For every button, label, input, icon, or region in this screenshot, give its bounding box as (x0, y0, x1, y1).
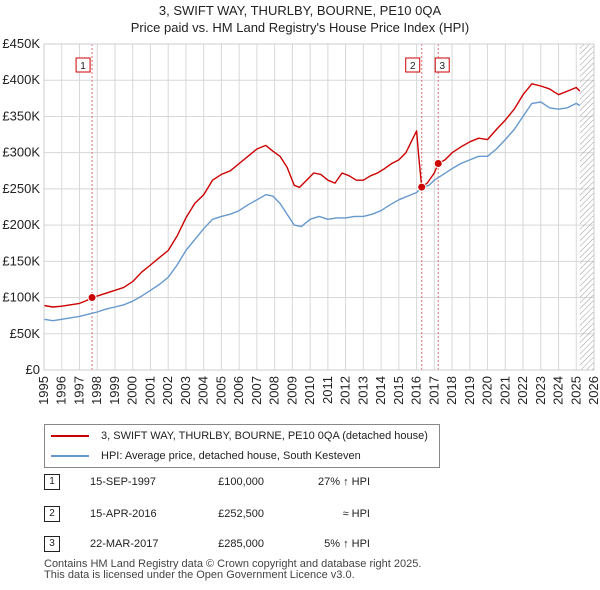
x-tick-label: 2012 (338, 376, 353, 405)
transaction-row: 1 15-SEP-1997 £100,000 27% ↑ HPI (44, 472, 444, 492)
sale-marker-label: 2 (410, 61, 416, 72)
x-tick-label: 2017 (426, 376, 441, 405)
y-tick-label: £400K (2, 72, 40, 87)
transaction-price: £252,500 (218, 508, 264, 520)
x-tick-label: 2024 (551, 376, 566, 405)
x-tick-label: 2005 (213, 376, 228, 405)
series-line-property (44, 83, 581, 308)
x-tick-label: 2009 (284, 376, 299, 405)
transaction-row: 3 22-MAR-2017 £285,000 5% ↑ HPI (44, 534, 444, 554)
y-tick-label: £150K (2, 253, 40, 268)
chart-title-line2: Price paid vs. HM Land Registry's House … (130, 20, 470, 35)
chart-title: 3, SWIFT WAY, THURLBY, BOURNE, PE10 0QA … (0, 2, 600, 36)
legend-item-hpi: HPI: Average price, detached house, Sout… (51, 447, 361, 465)
sale-marker-label: 1 (80, 61, 86, 72)
sale-marker-labels: 1 2 3 (75, 57, 450, 73)
chart-title-line1: 3, SWIFT WAY, THURLBY, BOURNE, PE10 0QA (158, 3, 442, 18)
transaction-price: £100,000 (218, 476, 264, 488)
x-tick-label: 2016 (409, 376, 424, 405)
legend-swatch-hpi (51, 455, 89, 458)
x-tick-label: 2001 (142, 376, 157, 405)
y-tick-label: £450K (2, 36, 40, 51)
y-axis: £0 £50K £100K £150K £200K £250K £300K £350K £400… (2, 36, 40, 377)
x-tick-label: 2026 (586, 376, 600, 405)
transaction-price: £285,000 (218, 538, 264, 550)
plot-background (44, 44, 594, 370)
legend-item-property: 3, SWIFT WAY, THURLBY, BOURNE, PE10 0QA … (51, 427, 428, 445)
x-tick-label: 2020 (480, 376, 495, 405)
sale-marker-box (405, 57, 421, 73)
plot-frame (43, 43, 595, 371)
footer-licence: This data is licensed under the Open Gov… (44, 569, 355, 581)
x-tick-label: 1995 (36, 376, 51, 405)
x-tick-label: 2003 (178, 376, 193, 405)
x-tick-label: 2025 (568, 376, 583, 405)
x-tick-label: 2010 (302, 376, 317, 405)
series-line-hpi (44, 101, 581, 322)
sale-point (417, 182, 427, 192)
transaction-number: 2 (44, 506, 60, 522)
price-chart: 1 2 3 £0 £50K £100K £150K £200K £250K £300K £350K… (2, 36, 600, 405)
x-tick-label: 2015 (391, 376, 406, 405)
y-tick-label: £250K (2, 181, 40, 196)
sale-marker-box (434, 57, 450, 73)
transaction-number: 1 (44, 474, 60, 490)
x-tick-label: 1997 (71, 376, 86, 405)
x-tick-label: 1998 (89, 376, 104, 405)
y-tick-label: £50K (10, 326, 41, 341)
series (44, 83, 581, 322)
x-tick-label: 2022 (515, 376, 530, 405)
transaction-date: 15-SEP-1997 (90, 476, 157, 488)
legend-label-hpi: HPI: Average price, detached house, Sout… (101, 450, 361, 462)
x-tick-label: 2004 (196, 376, 211, 405)
x-tick-label: 1996 (54, 376, 69, 405)
x-tick-label: 2002 (160, 376, 175, 405)
transaction-date: 22-MAR-2017 (90, 538, 159, 550)
sale-point (87, 293, 97, 303)
x-tick-label: 1999 (107, 376, 122, 405)
x-tick-label: 2013 (355, 376, 370, 405)
sale-marker-label: 3 (439, 61, 445, 72)
transaction-row: 2 15-APR-2016 £252,500 ≈ HPI (44, 504, 444, 524)
legend-label-property: 3, SWIFT WAY, THURLBY, BOURNE, PE10 0QA … (101, 430, 428, 442)
x-tick-label: 2008 (267, 376, 282, 405)
sale-marker-box (75, 57, 91, 73)
transaction-hpi-comparison: 27% ↑ HPI (318, 476, 370, 488)
x-tick-label: 2007 (249, 376, 264, 405)
x-tick-label: 2021 (497, 376, 512, 405)
forecast-hatched-region (579, 44, 594, 370)
x-tick-label: 2011 (320, 376, 335, 404)
x-tick-label: 2018 (444, 376, 459, 405)
legend: 3, SWIFT WAY, THURLBY, BOURNE, PE10 0QA … (44, 424, 440, 468)
y-tick-label: £300K (2, 145, 40, 160)
transaction-hpi-comparison: ≈ HPI (342, 508, 370, 520)
footer-copyright: Contains HM Land Registry data © Crown c… (44, 558, 422, 570)
x-axis: 1995 1996 1997 1998 1999 2000 2001 2002 2003 2004… (36, 376, 600, 405)
footer: Contains HM Land Registry data © Crown c… (44, 559, 421, 581)
x-tick-label: 2006 (231, 376, 246, 405)
y-tick-label: £0 (26, 362, 40, 377)
transaction-hpi-comparison: 5% ↑ HPI (324, 538, 370, 550)
y-tick-label: £100K (2, 290, 40, 305)
sale-point (433, 159, 443, 169)
x-tick-label: 2014 (373, 376, 388, 405)
legend-swatch-property (51, 435, 89, 438)
transaction-number: 3 (44, 536, 60, 552)
sale-points (87, 159, 443, 303)
y-tick-label: £350K (2, 108, 40, 123)
y-tick-label: £200K (2, 217, 40, 232)
x-tick-label: 2023 (533, 376, 548, 405)
transaction-date: 15-APR-2016 (90, 508, 157, 520)
x-tick-label: 2019 (462, 376, 477, 405)
x-tick-label: 2000 (125, 376, 140, 405)
